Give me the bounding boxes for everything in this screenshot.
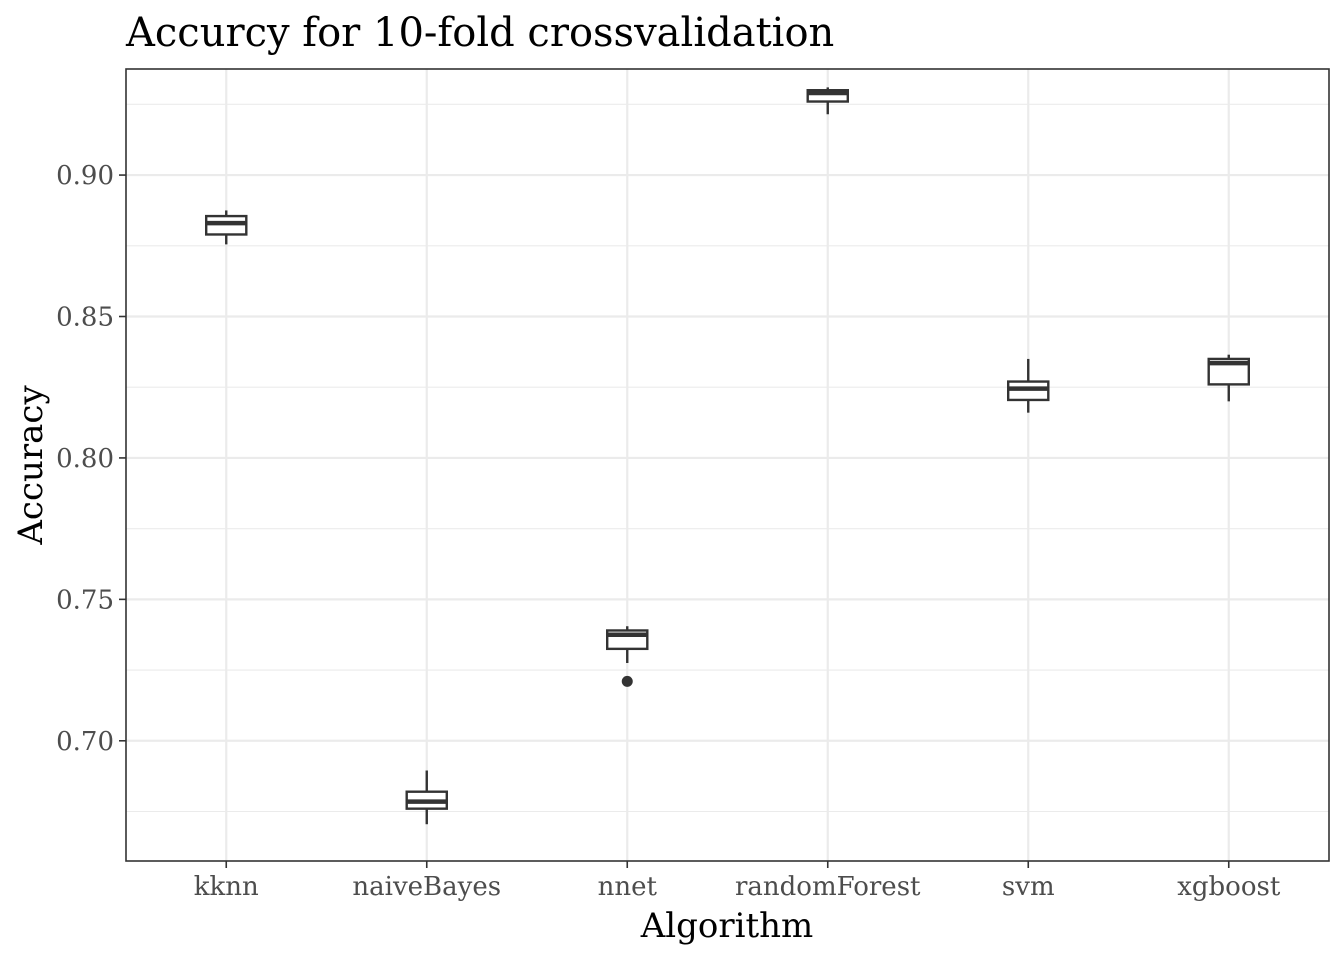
y-tick-label: 0.90 <box>56 161 114 191</box>
y-tick-label: 0.80 <box>56 444 114 474</box>
y-tick-label: 0.85 <box>56 303 114 333</box>
x-tick-label: kknn <box>194 872 259 902</box>
x-tick-label: svm <box>1002 872 1055 902</box>
outlier-point <box>621 675 633 687</box>
y-axis-title: Accuracy <box>11 385 51 546</box>
x-axis: kknn naiveBayes nnet randomForest svm xgboost <box>194 861 1281 902</box>
y-axis: 0.70 0.75 0.80 0.85 0.90 <box>56 161 126 757</box>
chart-title: Accurcy for 10-fold crossvalidation <box>125 10 834 56</box>
x-axis-title: Algorithm <box>640 906 814 946</box>
grid <box>126 69 1329 861</box>
y-tick-label: 0.70 <box>56 727 114 757</box>
x-tick-label: nnet <box>598 872 658 902</box>
box-svm <box>1007 358 1050 413</box>
box-xgboost <box>1207 354 1250 402</box>
box-kknn <box>204 210 248 245</box>
box-randomForest <box>806 87 850 115</box>
x-tick-label: naiveBayes <box>352 872 501 902</box>
x-tick-label: randomForest <box>735 872 921 902</box>
boxes <box>204 87 1250 825</box>
box-naiveBayes <box>405 770 449 825</box>
y-tick-label: 0.75 <box>56 585 114 615</box>
panel-border <box>125 68 1330 862</box>
box-nnet <box>606 626 649 687</box>
box-body <box>806 89 850 103</box>
x-tick-label: xgboost <box>1177 872 1281 902</box>
